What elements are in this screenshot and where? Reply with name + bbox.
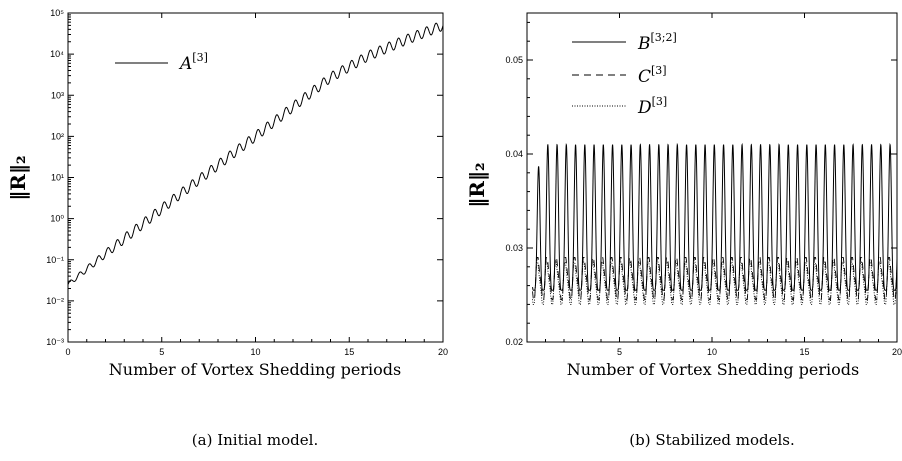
panel-b-legend-label-d: D[3]: [637, 95, 667, 118]
panel-b-y-tick-label: 0.02: [505, 337, 523, 347]
panel-a-x-tick-label: 10: [250, 347, 260, 357]
panel-a-x-tick-label: 20: [438, 347, 448, 357]
panel-b-legend: B[3;2] C[3] D[3]: [572, 31, 677, 118]
panel-a-y-tick-label: 10⁻¹: [46, 255, 64, 265]
panel-a-x-axis-title: Number of Vortex Shedding periods: [109, 360, 401, 379]
panel-a-x-tick-label: 5: [159, 347, 164, 357]
panel-b-legend-label-b: B[3;2]: [637, 31, 677, 54]
panel-b-x-tick-label: 15: [799, 347, 809, 357]
panel-a-y-tick-label: 10⁻³: [46, 337, 64, 347]
panel-a-y-tick-label: 10⁴: [50, 49, 64, 59]
panel-a-y-tick-label: 10³: [51, 90, 64, 100]
panel-b-y-tick-label: 0.05: [505, 55, 523, 65]
panel-b-series-b-line: [532, 142, 898, 291]
panel-b-series: [532, 142, 898, 305]
panel-a-legend-label-a: A[3]: [178, 51, 208, 74]
panel-b-plot-frame: [526, 12, 898, 343]
panel-b-legend-label-c: C[3]: [638, 64, 667, 87]
panel-b-x-axis-title: Number of Vortex Shedding periods: [567, 360, 859, 379]
panel-b-ticks: 5 10 15 20 0.02 0.03 0.04 0.05: [505, 13, 902, 357]
panel-b-y-axis-title: ‖R‖₂: [465, 162, 489, 207]
panel-b-series-d-line: [532, 261, 898, 305]
panel-a-legend: A[3]: [115, 51, 208, 74]
panel-a-series-a-line: [67, 22, 444, 285]
panel-a-y-tick-label: 10²: [51, 131, 64, 141]
panel-a-y-axis-title: ‖R‖₂: [6, 155, 30, 200]
panel-a-ticks: 0 5 10 15 20 10⁻³ 10⁻² 10⁻¹ 10⁰ 10¹ 10² 10³ 10⁴ 10⁵: [46, 8, 448, 357]
panel-a-x-tick-label: 15: [344, 347, 354, 357]
panel-b: 5 10 15 20 0.02 0.03 0.04 0.05 ‖R‖₂ Number of V…: [465, 12, 902, 449]
panel-a-x-tick-label: 0: [65, 347, 70, 357]
panel-a-y-tick-label: 10⁵: [50, 8, 64, 18]
panel-b-x-tick-label: 20: [892, 347, 902, 357]
panel-a-caption: (a) Initial model.: [192, 431, 318, 449]
panel-a-y-tick-label: 10¹: [51, 173, 64, 183]
panel-a-y-tick-label: 10⁰: [50, 214, 64, 224]
panel-a-series: [67, 22, 444, 285]
panel-a-y-tick-label: 10⁻²: [46, 296, 64, 306]
panel-a: 0 5 10 15 20 10⁻³ 10⁻² 10⁻¹ 10⁰ 10¹ 10² 10³ 10⁴ 10⁵ ‖…: [6, 8, 448, 449]
panel-a-plot-frame: [67, 12, 444, 343]
panel-b-x-tick-label: 10: [707, 347, 717, 357]
panel-b-caption: (b) Stabilized models.: [629, 431, 794, 449]
panel-b-y-tick-label: 0.04: [505, 149, 523, 159]
panel-b-x-tick-label: 5: [617, 347, 622, 357]
panel-b-y-tick-label: 0.03: [505, 243, 523, 253]
